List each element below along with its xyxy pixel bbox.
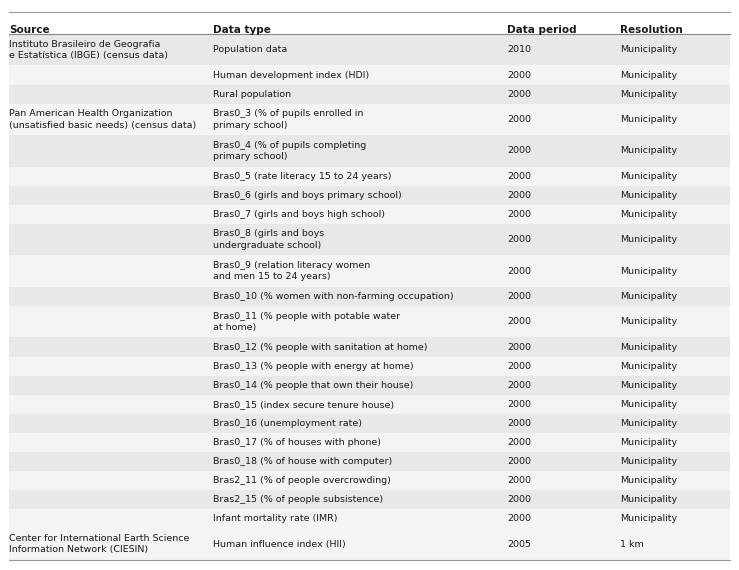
Bar xyxy=(9,104,730,135)
Text: Bras0_16 (unemployment rate): Bras0_16 (unemployment rate) xyxy=(213,419,362,428)
Text: Pan American Health Organization
(unsatisfied basic needs) (census data): Pan American Health Organization (unsati… xyxy=(9,109,197,129)
Text: Municipality: Municipality xyxy=(620,381,677,390)
Bar xyxy=(9,357,730,376)
Text: 2000: 2000 xyxy=(507,457,531,466)
Text: Municipality: Municipality xyxy=(620,71,677,80)
Text: Instituto Brasileiro de Geografia
e Estatística (IBGE) (census data): Instituto Brasileiro de Geografia e Esta… xyxy=(9,39,168,60)
Bar xyxy=(9,34,730,66)
Text: 2000: 2000 xyxy=(507,438,531,447)
Text: 2000: 2000 xyxy=(507,495,531,504)
Text: Municipality: Municipality xyxy=(620,267,677,276)
Text: 2000: 2000 xyxy=(507,89,531,99)
Text: Bras0_12 (% people with sanitation at home): Bras0_12 (% people with sanitation at ho… xyxy=(213,343,427,352)
Text: Bras0_18 (% of house with computer): Bras0_18 (% of house with computer) xyxy=(213,457,392,466)
Text: 2000: 2000 xyxy=(507,515,531,523)
Text: 2000: 2000 xyxy=(507,191,531,200)
Text: Bras0_13 (% people with energy at home): Bras0_13 (% people with energy at home) xyxy=(213,361,414,370)
Text: Data type: Data type xyxy=(213,25,271,35)
Text: 2000: 2000 xyxy=(507,419,531,428)
Text: Bras0_8 (girls and boys
undergraduate school): Bras0_8 (girls and boys undergraduate sc… xyxy=(213,230,324,250)
Text: 1 km: 1 km xyxy=(620,540,644,549)
Bar xyxy=(9,224,730,255)
Text: Municipality: Municipality xyxy=(620,495,677,504)
Text: Center for International Earth Science
Information Network (CIESIN): Center for International Earth Science I… xyxy=(9,534,189,555)
Text: 2000: 2000 xyxy=(507,210,531,219)
Text: Municipality: Municipality xyxy=(620,45,677,54)
Text: 2000: 2000 xyxy=(507,361,531,370)
Text: Data period: Data period xyxy=(507,25,576,35)
Text: Bras0_14 (% people that own their house): Bras0_14 (% people that own their house) xyxy=(213,381,413,390)
Text: Municipality: Municipality xyxy=(620,400,677,409)
Text: Municipality: Municipality xyxy=(620,343,677,352)
Text: 2000: 2000 xyxy=(507,343,531,352)
Text: Human influence index (HII): Human influence index (HII) xyxy=(213,540,346,549)
Text: Infant mortality rate (IMR): Infant mortality rate (IMR) xyxy=(213,515,338,523)
Text: Human development index (HDI): Human development index (HDI) xyxy=(213,71,370,80)
Bar xyxy=(9,337,730,357)
Text: Source: Source xyxy=(9,25,50,35)
Text: Municipality: Municipality xyxy=(620,457,677,466)
Text: 2000: 2000 xyxy=(507,292,531,301)
Bar xyxy=(9,135,730,166)
Bar xyxy=(9,510,730,528)
Text: Municipality: Municipality xyxy=(620,115,677,124)
Text: Municipality: Municipality xyxy=(620,210,677,219)
Text: 2000: 2000 xyxy=(507,235,531,244)
Text: Municipality: Municipality xyxy=(620,419,677,428)
Text: Bras0_4 (% of pupils completing
primary school): Bras0_4 (% of pupils completing primary … xyxy=(213,141,367,161)
Bar xyxy=(9,376,730,395)
Text: Municipality: Municipality xyxy=(620,477,677,485)
Text: Bras0_7 (girls and boys high school): Bras0_7 (girls and boys high school) xyxy=(213,210,385,219)
Text: Bras0_3 (% of pupils enrolled in
primary school): Bras0_3 (% of pupils enrolled in primary… xyxy=(213,109,364,129)
Bar xyxy=(9,66,730,84)
Text: Municipality: Municipality xyxy=(620,89,677,99)
Text: 2000: 2000 xyxy=(507,400,531,409)
Bar xyxy=(9,205,730,224)
Text: Bras0_11 (% people with potable water
at home): Bras0_11 (% people with potable water at… xyxy=(213,311,400,332)
Text: Bras2_15 (% of people subsistence): Bras2_15 (% of people subsistence) xyxy=(213,495,383,504)
Bar xyxy=(9,471,730,490)
Text: Municipality: Municipality xyxy=(620,172,677,181)
Text: 2005: 2005 xyxy=(507,540,531,549)
Text: Municipality: Municipality xyxy=(620,438,677,447)
Bar xyxy=(9,166,730,186)
Text: 2010: 2010 xyxy=(507,45,531,54)
Text: 2000: 2000 xyxy=(507,71,531,80)
Text: 2000: 2000 xyxy=(507,146,531,156)
Text: 2000: 2000 xyxy=(507,317,531,326)
Text: Municipality: Municipality xyxy=(620,292,677,301)
Bar xyxy=(9,287,730,306)
Text: 2000: 2000 xyxy=(507,172,531,181)
Text: Bras0_9 (relation literacy women
and men 15 to 24 years): Bras0_9 (relation literacy women and men… xyxy=(213,261,370,282)
Text: Bras0_17 (% of houses with phone): Bras0_17 (% of houses with phone) xyxy=(213,438,381,447)
Bar xyxy=(9,414,730,433)
Bar xyxy=(9,490,730,510)
Text: Municipality: Municipality xyxy=(620,361,677,370)
Text: Municipality: Municipality xyxy=(620,146,677,156)
Bar xyxy=(9,306,730,337)
Text: Bras2_11 (% of people overcrowding): Bras2_11 (% of people overcrowding) xyxy=(213,477,391,485)
Bar xyxy=(9,395,730,414)
Text: Municipality: Municipality xyxy=(620,235,677,244)
Bar xyxy=(9,528,730,560)
Bar xyxy=(9,452,730,471)
Text: 2000: 2000 xyxy=(507,267,531,276)
Bar xyxy=(9,186,730,205)
Text: Resolution: Resolution xyxy=(620,25,683,35)
Text: 2000: 2000 xyxy=(507,381,531,390)
Text: Municipality: Municipality xyxy=(620,317,677,326)
Text: Bras0_10 (% women with non-farming occupation): Bras0_10 (% women with non-farming occup… xyxy=(213,292,454,301)
Bar xyxy=(9,433,730,452)
Text: Population data: Population data xyxy=(213,45,287,54)
Text: Municipality: Municipality xyxy=(620,191,677,200)
Text: Municipality: Municipality xyxy=(620,515,677,523)
Bar xyxy=(9,255,730,287)
Text: Bras0_6 (girls and boys primary school): Bras0_6 (girls and boys primary school) xyxy=(213,191,402,200)
Text: Rural population: Rural population xyxy=(213,89,291,99)
Text: Bras0_5 (rate literacy 15 to 24 years): Bras0_5 (rate literacy 15 to 24 years) xyxy=(213,172,392,181)
Bar xyxy=(9,84,730,104)
Text: 2000: 2000 xyxy=(507,477,531,485)
Text: 2000: 2000 xyxy=(507,115,531,124)
Text: Bras0_15 (index secure tenure house): Bras0_15 (index secure tenure house) xyxy=(213,400,394,409)
